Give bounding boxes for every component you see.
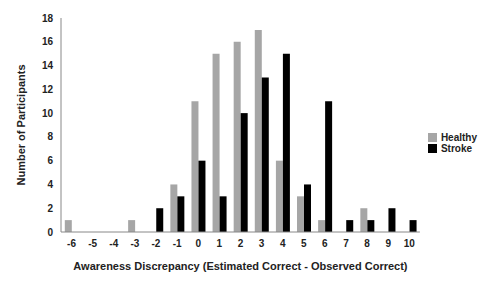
svg-text:10: 10 <box>404 238 416 249</box>
svg-text:6: 6 <box>47 155 53 166</box>
svg-text:7: 7 <box>343 238 349 249</box>
svg-text:5: 5 <box>301 238 307 249</box>
svg-text:-5: -5 <box>88 238 97 249</box>
svg-text:-1: -1 <box>173 238 182 249</box>
svg-text:-4: -4 <box>109 238 118 249</box>
svg-text:8: 8 <box>364 238 370 249</box>
svg-text:2: 2 <box>238 238 244 249</box>
svg-text:18: 18 <box>42 13 54 24</box>
svg-text:4: 4 <box>47 179 53 190</box>
svg-text:1: 1 <box>217 238 223 249</box>
svg-text:2: 2 <box>47 203 53 214</box>
svg-text:Number of Participants: Number of Participants <box>15 64 27 185</box>
svg-text:-6: -6 <box>67 238 76 249</box>
svg-text:-3: -3 <box>130 238 139 249</box>
svg-text:8: 8 <box>47 131 53 142</box>
svg-text:6: 6 <box>322 238 328 249</box>
svg-text:16: 16 <box>42 36 54 47</box>
html-text:Healthy: Healthy <box>440 131 477 143</box>
svg-text:0: 0 <box>47 227 53 238</box>
svg-text:Awareness Discrepancy (Estimat: Awareness Discrepancy (Estimated Correct… <box>73 260 408 272</box>
svg-text:4: 4 <box>280 238 286 249</box>
html-text:Stroke: Stroke <box>440 142 472 154</box>
svg-text:-2: -2 <box>152 238 161 249</box>
svg-text:3: 3 <box>259 238 265 249</box>
svg-text:0: 0 <box>195 238 201 249</box>
svg-text:14: 14 <box>42 60 54 71</box>
svg-text:12: 12 <box>42 84 54 95</box>
svg-text:9: 9 <box>385 238 391 249</box>
svg-text:10: 10 <box>42 108 54 119</box>
